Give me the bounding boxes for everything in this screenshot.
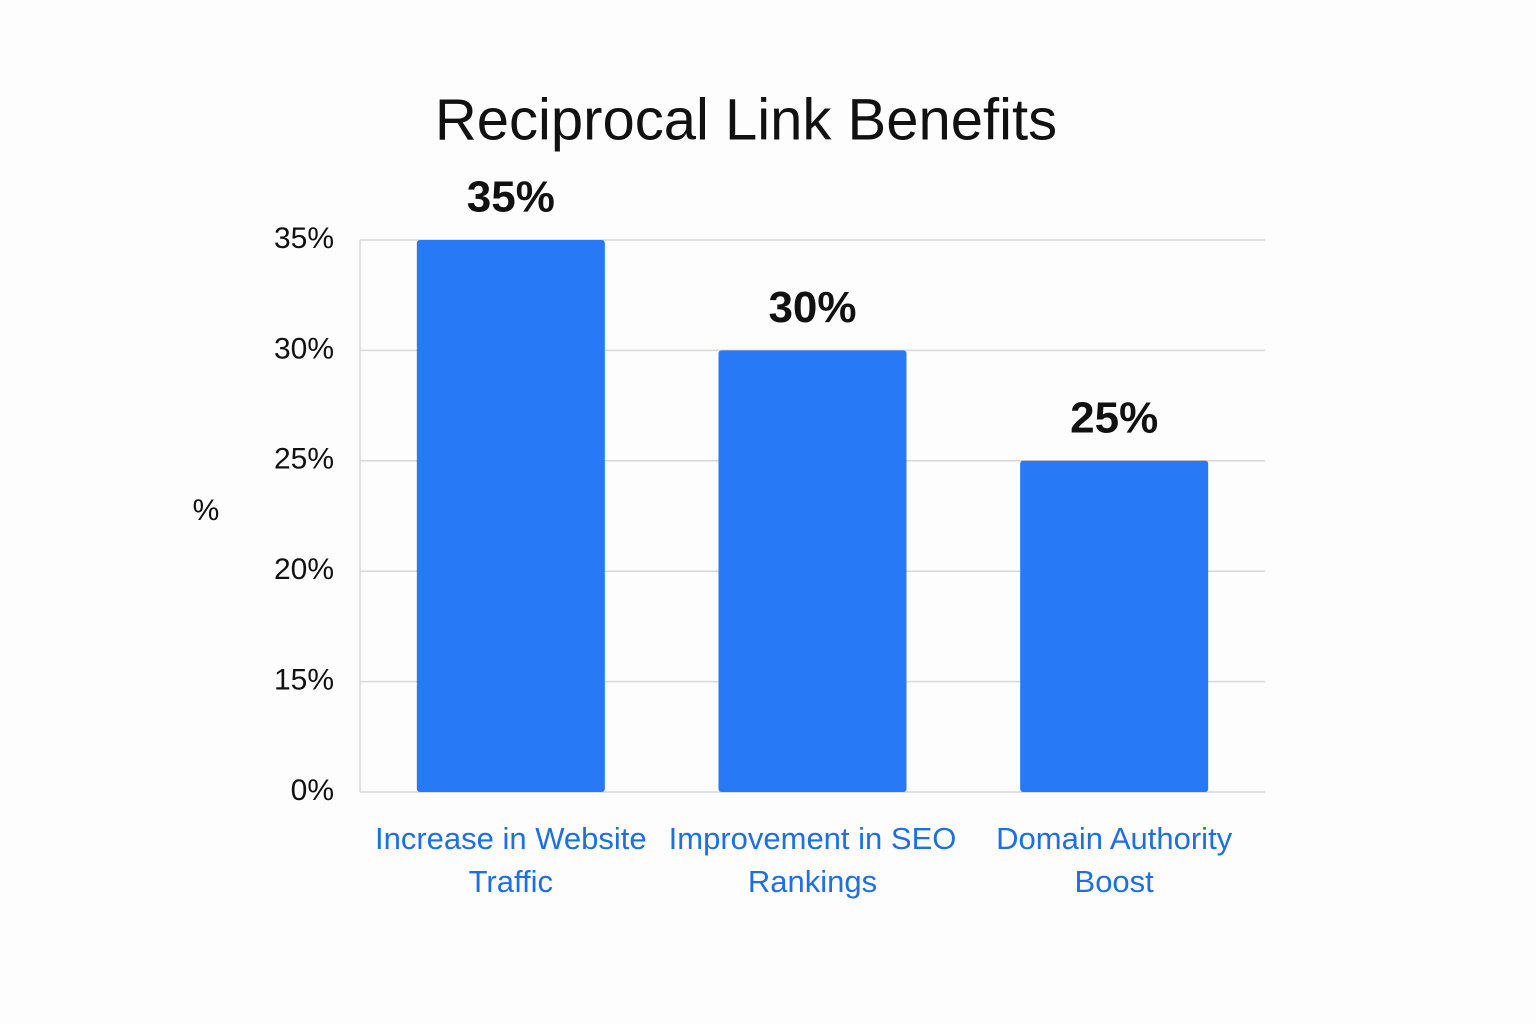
bar [718, 350, 907, 792]
y-tick-label: 20% [274, 553, 334, 586]
bar [1020, 460, 1209, 792]
value-label: 30% [768, 283, 856, 332]
y-tick-label: 25% [274, 443, 334, 476]
chart-title: Reciprocal Link Benefits [435, 87, 1057, 152]
x-tick-label: Domain Authority Boost [996, 821, 1233, 899]
y-tick-label: 0% [291, 774, 334, 807]
value-label: 25% [1070, 393, 1158, 442]
x-tick-label: Increase in Website Traffic [374, 821, 647, 899]
value-label: 35% [467, 173, 555, 222]
y-tick-label: 15% [274, 664, 334, 697]
x-tick-label: Improvement in SEO Rankings [668, 821, 957, 899]
y-tick-label: 30% [274, 332, 334, 365]
y-tick-label: 35% [274, 222, 334, 255]
y-axis-label: % [193, 494, 220, 527]
bar [416, 240, 605, 792]
